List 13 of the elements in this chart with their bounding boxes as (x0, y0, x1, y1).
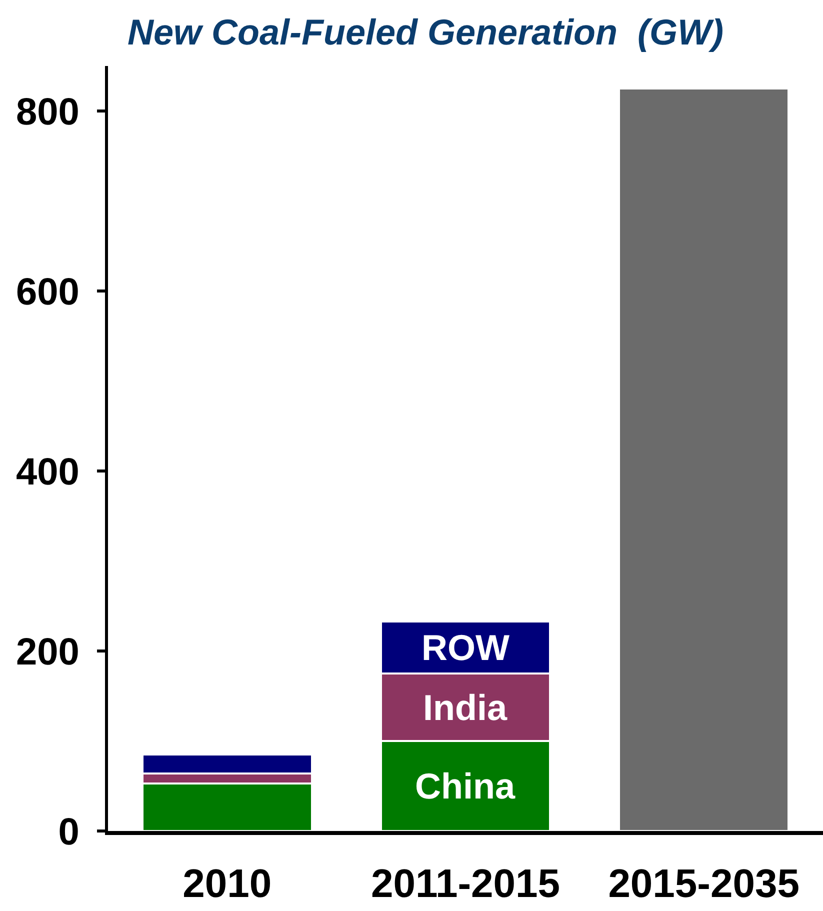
x-tick-label: 2011-2015 (370, 862, 560, 906)
chart-title: New Coal-Fueled Generation (GW) (127, 12, 724, 53)
y-tick-label: 0 (58, 811, 80, 854)
y-tick-label: 600 (16, 271, 80, 314)
x-tick-label: 2015-2035 (608, 862, 800, 906)
y-tick-label: 800 (16, 91, 80, 134)
bar (618, 88, 790, 831)
x-tick-label: 2010 (182, 862, 272, 906)
series-label: ROW (422, 626, 510, 668)
series-label: China (415, 766, 516, 806)
y-tick-label: 400 (16, 451, 80, 494)
y-tick-label: 200 (16, 631, 80, 674)
series-label: India (423, 686, 508, 728)
